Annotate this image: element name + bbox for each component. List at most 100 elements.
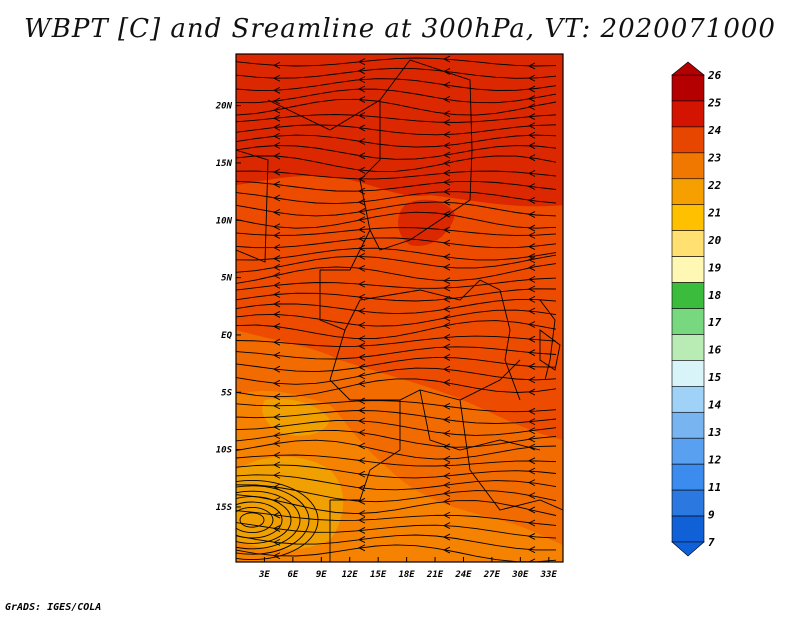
streamline-arrow [527, 74, 536, 82]
streamline [236, 88, 557, 104]
streamline-arrow [272, 208, 281, 216]
streamline [236, 454, 557, 467]
streamline-arrow [272, 423, 281, 431]
colorbar-label: 24 [707, 124, 722, 137]
streamline [236, 277, 557, 291]
streamline-arrow [442, 455, 451, 463]
streamline-arrow [527, 335, 536, 343]
streamline [236, 320, 557, 340]
streamline-arrow [357, 429, 366, 437]
streamline-arrow [442, 354, 451, 361]
streamline-arrow [527, 376, 536, 384]
colorbar-segment [671, 437, 705, 465]
colorbar-label: 12 [708, 454, 722, 467]
streamline-arrow [527, 224, 536, 232]
streamline-arrow [272, 97, 281, 105]
lon-tick-label: 9E [316, 570, 327, 580]
streamline-arrow [442, 533, 451, 541]
streamline-arrow [272, 123, 281, 131]
streamline-arrow [442, 365, 451, 373]
streamline [236, 335, 557, 347]
streamline-arrow [272, 461, 281, 469]
colorbar-segment [671, 489, 705, 517]
colorbar-segment [671, 230, 705, 257]
colorbar-label: 15 [708, 371, 722, 384]
streamline-arrow [442, 462, 451, 470]
streamline-arrow [442, 169, 451, 177]
streamline-arrow [527, 307, 536, 315]
streamline-arrow [272, 291, 281, 298]
streamline-arrow [442, 379, 451, 386]
streamline-arrow [272, 432, 281, 440]
streamline-arrow [442, 546, 451, 554]
streamline-arrow [442, 430, 451, 437]
streamline [236, 78, 557, 91]
streamline-arrow [357, 112, 366, 119]
streamline-arrow [527, 243, 536, 250]
streamline-arrow [527, 197, 536, 204]
streamline-arrow [357, 363, 366, 371]
colorbar-bottom-arrow [671, 541, 705, 557]
streamline-arrow [272, 402, 281, 410]
streamline-arrow [357, 226, 366, 233]
streamline-arrow [527, 427, 536, 435]
streamline-arrow [272, 168, 281, 176]
streamline-arrow [442, 119, 451, 126]
streamline-arrow [442, 178, 451, 186]
streamline-arrow [357, 67, 366, 75]
streamline-arrow [442, 131, 451, 139]
streamline-swirl [236, 479, 319, 561]
streamlines [236, 55, 557, 562]
colorbar-label: 23 [707, 151, 722, 164]
streamline-arrow [272, 232, 281, 239]
streamline-arrow [442, 159, 451, 167]
streamline [236, 114, 557, 123]
streamline-arrow [272, 300, 281, 308]
streamline-arrow [272, 365, 281, 373]
streamline [236, 134, 557, 148]
streamline-arrow [442, 334, 451, 341]
colorbar-label: 16 [708, 344, 722, 357]
lon-tick-label: 12E [342, 570, 359, 580]
streamline-arrow [527, 388, 536, 396]
streamline-arrow [442, 110, 451, 118]
streamline [236, 309, 557, 327]
streamline-arrow [272, 451, 281, 459]
latitude-axis: 20N 15N 10N 5N EQ 5S 10S 15S [215, 102, 241, 513]
colorbar-label: 25 [707, 96, 722, 109]
streamline-arrow [527, 170, 536, 177]
streamline-arrow [357, 457, 366, 465]
streamline-arrow [527, 418, 536, 426]
streamline-swirl [236, 490, 301, 550]
streamline [236, 145, 557, 160]
colorbar-segment [671, 515, 705, 543]
streamline-arrow [527, 142, 536, 150]
streamline-arrow [272, 263, 281, 271]
streamline-arrow [527, 264, 536, 271]
streamline-arrow [357, 208, 366, 215]
streamline-arrow [442, 188, 451, 196]
streamline-arrow [442, 55, 451, 63]
streamline-arrow [442, 277, 451, 285]
streamline-arrow [272, 552, 281, 560]
lon-tick-label: 21E [426, 570, 444, 580]
streamline-arrow [357, 516, 366, 524]
streamline [236, 254, 557, 273]
streamline [236, 170, 557, 180]
streamline-arrow [527, 154, 536, 162]
lon-tick-label: 6E [287, 570, 298, 580]
streamline-arrow [442, 511, 451, 519]
lat-tick-label: 5S [221, 388, 232, 398]
colorbar-segment [671, 178, 705, 206]
streamline-arrow [272, 323, 281, 330]
streamline-arrow [272, 525, 281, 532]
colorbar-segment [671, 308, 705, 335]
streamline-arrow [272, 338, 281, 346]
streamline-arrow [442, 402, 451, 410]
streamline-arrow [357, 536, 366, 543]
streamline-swirl [236, 496, 292, 544]
streamline-arrow [272, 244, 281, 252]
streamline-arrow [357, 138, 366, 145]
